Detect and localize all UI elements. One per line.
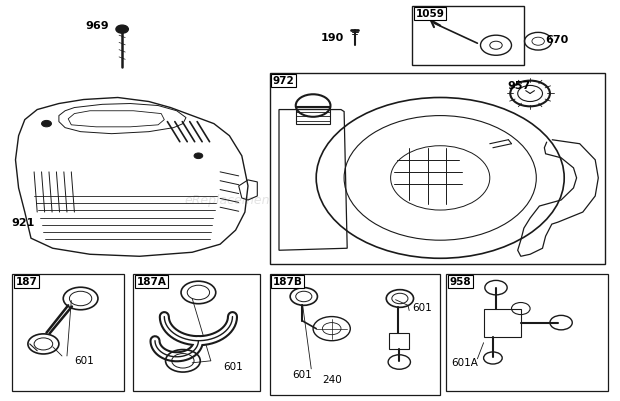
Bar <box>296 106 330 124</box>
Text: 957: 957 <box>507 81 530 91</box>
Text: 921: 921 <box>11 218 35 227</box>
Text: 187: 187 <box>16 277 37 287</box>
Circle shape <box>194 154 203 159</box>
Text: 187B: 187B <box>273 277 303 287</box>
Text: 187A: 187A <box>136 277 166 287</box>
Text: 601: 601 <box>412 302 432 312</box>
Text: 958: 958 <box>450 277 471 287</box>
Bar <box>270 74 604 265</box>
Bar <box>389 333 409 349</box>
Circle shape <box>42 121 51 128</box>
Bar <box>484 309 521 337</box>
Text: 601: 601 <box>293 369 312 379</box>
Bar <box>412 7 524 66</box>
Bar <box>12 275 124 391</box>
Bar <box>133 275 260 391</box>
Bar <box>446 275 608 391</box>
Text: 601: 601 <box>223 361 243 371</box>
Text: 190: 190 <box>321 33 344 43</box>
Text: 601: 601 <box>74 355 94 365</box>
Text: 969: 969 <box>85 21 108 31</box>
Text: 670: 670 <box>546 35 569 45</box>
Text: 972: 972 <box>273 76 294 86</box>
Text: 1059: 1059 <box>415 9 445 19</box>
Text: eReplacementParts.com: eReplacementParts.com <box>184 194 337 207</box>
Text: 601A: 601A <box>451 357 478 367</box>
Text: 240: 240 <box>322 374 342 384</box>
Circle shape <box>116 26 128 34</box>
Bar <box>270 275 440 395</box>
